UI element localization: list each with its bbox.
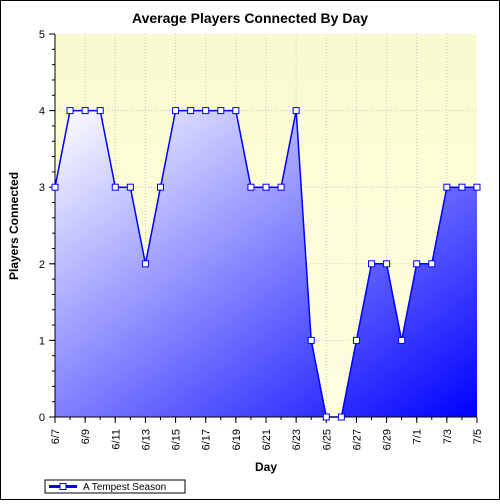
x-tick-label: 6/29 (382, 429, 394, 450)
data-point (111, 183, 119, 191)
data-point (187, 107, 195, 115)
x-tick-label: 6/25 (321, 429, 333, 450)
data-point (96, 107, 104, 115)
data-point (383, 260, 391, 268)
x-tick-label: 6/19 (231, 429, 243, 450)
data-point (368, 260, 375, 268)
legend-marker (59, 483, 67, 490)
data-point (172, 107, 180, 115)
data-point (443, 183, 451, 191)
y-tick-label: 0 (39, 412, 45, 424)
data-point (458, 183, 466, 191)
y-tick-label: 4 (39, 106, 45, 118)
data-point (428, 260, 436, 268)
x-axis-label: Day (255, 460, 277, 474)
x-axis-ticks: 6/7 6/9 6/11 6/13 6/15 6/17 6/19 6/21 6/23 6/25 6/… (50, 417, 484, 450)
x-tick-label: 6/7 (50, 429, 62, 444)
data-point (141, 260, 149, 268)
data-point (473, 183, 481, 191)
data-point (51, 183, 59, 191)
x-tick-label: 6/17 (201, 429, 213, 450)
y-tick-label: 1 (39, 335, 45, 347)
x-tick-label: 6/23 (291, 429, 303, 450)
x-tick-label: 7/5 (472, 429, 484, 444)
legend: A Tempest Season (44, 479, 186, 494)
data-point (247, 183, 255, 191)
chart-title: Average Players Connected By Day (132, 10, 368, 26)
x-tick-label: 7/1 (412, 429, 424, 444)
legend-label: A Tempest Season (83, 482, 166, 493)
y-axis-ticks: 0 1 2 3 4 5 (39, 29, 55, 424)
y-axis-label: Players Connected (7, 172, 21, 280)
data-point (322, 413, 330, 421)
x-tick-label: 6/9 (80, 429, 92, 444)
y-tick-label: 5 (39, 29, 45, 41)
x-tick-label: 6/15 (171, 429, 183, 450)
data-point (81, 107, 89, 115)
data-point (292, 107, 300, 115)
y-tick-label: 2 (39, 259, 45, 271)
data-point (337, 413, 345, 421)
data-point (232, 107, 240, 115)
data-point (157, 183, 164, 191)
data-point (217, 107, 225, 115)
data-point (202, 107, 210, 115)
data-point (66, 107, 74, 115)
data-point (277, 183, 285, 191)
x-tick-label: 6/27 (351, 429, 363, 450)
data-point (352, 336, 360, 344)
x-tick-label: 6/13 (140, 429, 152, 450)
x-tick-label: 6/21 (261, 429, 273, 450)
data-point (262, 183, 270, 191)
data-point (398, 336, 406, 344)
data-point (126, 183, 134, 191)
y-tick-label: 3 (39, 182, 45, 194)
data-point (307, 336, 315, 344)
x-tick-label: 7/3 (442, 429, 454, 444)
x-tick-label: 6/11 (110, 429, 122, 450)
series-markers (51, 107, 481, 421)
data-point (413, 260, 421, 268)
legend-box (44, 479, 186, 494)
